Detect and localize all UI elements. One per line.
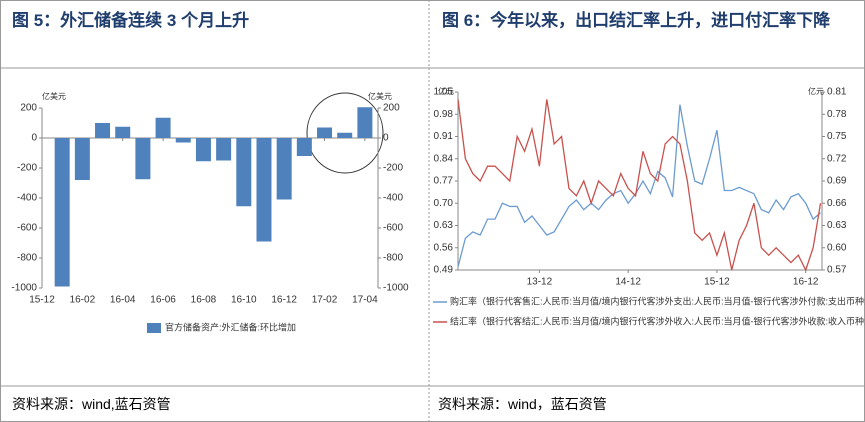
y2-tick-label: 0.57: [827, 265, 847, 276]
highlight-circle: [306, 92, 384, 174]
x-tick-label: 16-12: [793, 277, 819, 288]
x-tick-label: 16-04: [110, 295, 136, 306]
source: 资料来源：wind,蓝石资管: [12, 396, 171, 412]
y2-tick-label: -600: [383, 223, 403, 234]
y2-tick-label: 0.60: [827, 242, 847, 253]
bar: [236, 138, 252, 207]
y2-tick-label: 200: [383, 103, 400, 114]
bar: [74, 138, 90, 180]
chart-title: 图 6：今年以来，出口结汇率上升，进口付汇率下降: [442, 11, 831, 30]
y-tick-label: 0.98: [434, 109, 454, 120]
bar: [256, 138, 272, 242]
x-tick-label: 16-08: [191, 295, 217, 306]
y2-tick-label: 0.78: [827, 109, 847, 120]
x-tick-label: 17-02: [312, 295, 338, 306]
legend-swatch: [147, 323, 161, 333]
y-tick-label: 0.84: [434, 153, 454, 164]
y-tick-label: 0.70: [434, 198, 454, 209]
y2-tick-label: -800: [383, 253, 403, 264]
y2-tick-label: 0.81: [827, 87, 847, 98]
y-tick-label: -800: [17, 253, 37, 264]
y-tick-label: 0: [31, 133, 37, 144]
bar: [115, 126, 131, 138]
y-tick-label: -200: [17, 163, 37, 174]
x-tick-label: 16-02: [70, 295, 96, 306]
bar: [195, 138, 211, 162]
x-tick-label: 15-12: [704, 277, 730, 288]
y-tick-label: 0.56: [434, 242, 454, 253]
bar: [175, 138, 191, 143]
bar: [337, 132, 353, 138]
bar: [54, 138, 70, 287]
x-tick-label: 17-04: [352, 295, 378, 306]
bar: [135, 138, 151, 180]
y-tick-label: 0.49: [434, 265, 454, 276]
axis-unit: 亿元: [438, 86, 454, 96]
x-tick-label: 16-10: [231, 295, 257, 306]
y-tick-label: -1000: [11, 283, 37, 294]
y2-tick-label: 0: [383, 133, 389, 144]
y2-tick-label: 0.66: [827, 198, 847, 209]
x-tick-label: 16-06: [150, 295, 176, 306]
y-tick-label: 0.77: [434, 176, 454, 187]
y2-tick-label: 0.69: [827, 176, 847, 187]
x-tick-label: 15-12: [29, 295, 55, 306]
y2-tick-label: -200: [383, 163, 403, 174]
y-tick-label: 0.91: [434, 131, 454, 142]
source: 资料来源：wind，蓝石资管: [438, 396, 607, 412]
legend-label: 结汇率（银行代客结汇:人民币:当月值/境内银行代客涉外收入:人民币:当月值-银行…: [450, 315, 865, 326]
legend-label: 官方储备资产:外汇储备:环比增加: [165, 321, 296, 332]
axis-unit: 亿美元: [368, 91, 392, 101]
line: [457, 104, 821, 267]
bar: [95, 123, 111, 138]
y-tick-label: 200: [20, 103, 37, 114]
bar: [276, 138, 292, 200]
bar: [155, 117, 171, 138]
axis-unit: 亿元: [808, 86, 824, 96]
x-tick-label: 14-12: [615, 277, 641, 288]
x-tick-label: 13-12: [527, 277, 553, 288]
y-tick-label: -600: [17, 223, 37, 234]
bar: [357, 107, 373, 138]
x-tick-label: 16-12: [271, 295, 297, 306]
y2-tick-label: 0.63: [827, 220, 847, 231]
y2-tick-label: 0.75: [827, 131, 847, 142]
bar: [296, 138, 312, 156]
y2-tick-label: -400: [383, 193, 403, 204]
legend-label: 购汇率（银行代客售汇:人民币:当月值/境内银行代客涉外支出:人民币:当月值-银行…: [450, 295, 865, 306]
bar: [216, 138, 232, 161]
bar: [317, 127, 333, 138]
chart-title: 图 5：外汇储备连续 3 个月上升: [12, 11, 250, 30]
y2-tick-label: -1000: [383, 283, 409, 294]
axis-unit: 亿美元: [42, 91, 66, 101]
y2-tick-label: 0.72: [827, 153, 847, 164]
y-tick-label: 0.63: [434, 220, 454, 231]
line: [457, 99, 822, 272]
y-tick-label: 1.05: [434, 87, 454, 98]
y-tick-label: -400: [17, 193, 37, 204]
